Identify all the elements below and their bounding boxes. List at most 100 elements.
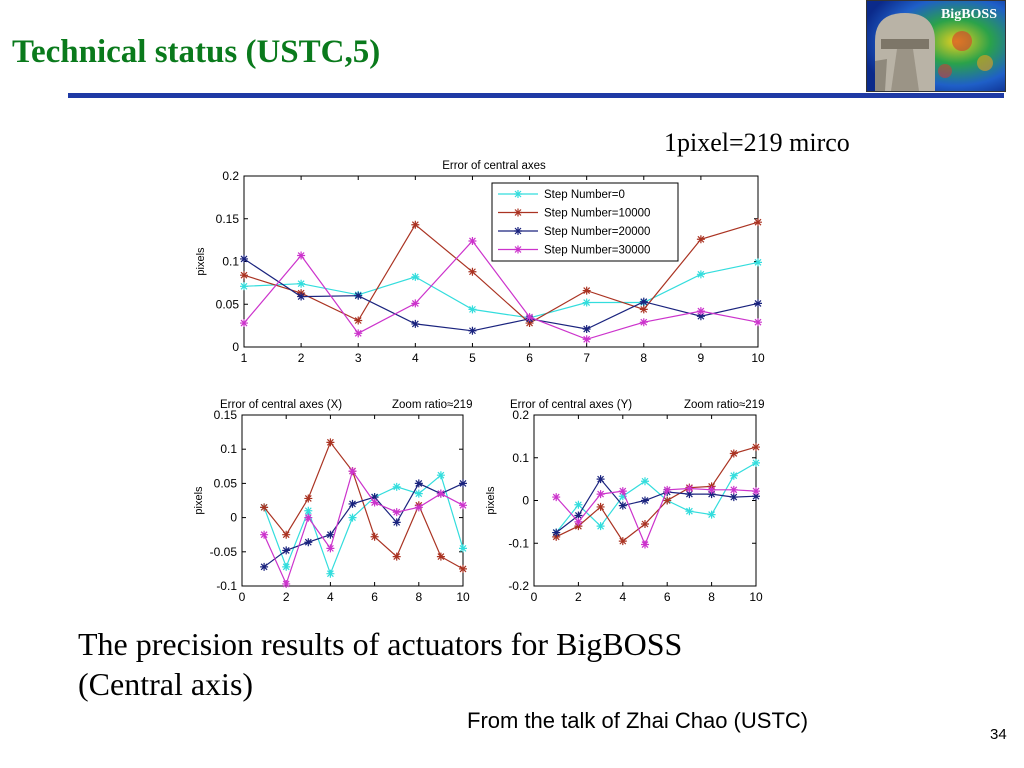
data-point (754, 258, 762, 267)
data-point (696, 312, 705, 321)
y-tick-label: 0.05 (216, 297, 240, 311)
series-4 (260, 467, 467, 588)
slide-title: Technical status (USTC,5) (12, 34, 381, 70)
y-tick-label: 0 (522, 494, 529, 508)
y-tick-label: 0 (232, 340, 239, 354)
data-point (552, 493, 561, 502)
data-point (639, 318, 648, 327)
data-point (618, 537, 627, 546)
data-point (582, 335, 591, 344)
y-tick-label: 0.1 (220, 442, 237, 456)
data-point (663, 485, 672, 494)
chart-title: Error of central axes (X) (220, 399, 342, 411)
data-point (326, 544, 335, 553)
series-line (243, 258, 759, 332)
chart-zoom-ratio: Zoom ratio≈219 (392, 399, 472, 411)
data-point (752, 458, 760, 467)
data-point (596, 490, 605, 499)
data-point (468, 305, 477, 314)
data-point (282, 579, 291, 588)
y-tick-label: 0.1 (512, 451, 529, 465)
chart-central-axes-x: Error of central axes (X) Zoom ratio≈219 p… (193, 399, 472, 604)
data-point (685, 507, 694, 516)
logo-text: BigBOSS (940, 7, 997, 22)
data-point (685, 490, 694, 499)
data-point (459, 501, 467, 510)
data-point (468, 236, 477, 245)
series-line (555, 446, 757, 542)
data-point (370, 532, 379, 541)
x-tick-label: 10 (749, 590, 763, 604)
data-point (304, 538, 313, 547)
x-tick-label: 6 (371, 590, 378, 604)
data-point (729, 493, 738, 502)
x-tick-label: 6 (526, 351, 533, 365)
chart-title: Error of central axes (Y) (510, 399, 632, 411)
y-tick-label: 0 (230, 511, 237, 525)
data-point (392, 518, 401, 527)
data-point (354, 329, 363, 338)
chart-central-axes-y: Error of central axes (Y) Zoom ratio≈219 p… (485, 399, 764, 604)
data-point (411, 220, 420, 229)
x-tick-label: 4 (619, 590, 626, 604)
legend-entry: Step Number=20000 (544, 226, 650, 238)
y-axis-label: pixels (195, 247, 207, 276)
data-point (282, 546, 291, 555)
data-point (459, 544, 467, 553)
x-tick-label: 0 (531, 590, 538, 604)
series-line (555, 487, 757, 547)
data-point (754, 218, 762, 227)
data-point (282, 562, 291, 571)
data-point (754, 318, 762, 327)
data-point (348, 499, 357, 508)
y-tick-label: 0.2 (222, 169, 239, 183)
data-point (639, 305, 648, 314)
caption-line-2: (Central axis) (78, 666, 254, 702)
data-point (752, 443, 760, 452)
x-tick-label: 10 (456, 590, 470, 604)
legend-marker (514, 227, 522, 235)
data-point (411, 272, 420, 281)
telescope-dome-icon (867, 1, 1005, 91)
data-point (297, 279, 306, 288)
data-point (348, 467, 357, 476)
data-point (260, 562, 269, 571)
data-point (696, 307, 705, 316)
data-point (260, 530, 269, 539)
data-point (411, 299, 420, 308)
data-point (282, 530, 291, 539)
data-point (685, 484, 694, 493)
slide-caption: The precision results of actuators for B… (78, 624, 682, 704)
data-point (618, 501, 627, 510)
chart-zoom-ratio: Zoom ratio≈219 (684, 399, 764, 411)
data-point (525, 313, 534, 322)
data-point (297, 251, 306, 260)
data-point (240, 254, 248, 263)
x-tick-label: 2 (298, 351, 305, 365)
data-point (707, 485, 716, 494)
x-tick-label: 3 (355, 351, 362, 365)
x-tick-label: 4 (412, 351, 419, 365)
data-point (468, 267, 477, 276)
series-line (243, 240, 759, 340)
series-2 (552, 443, 760, 546)
data-point (370, 493, 379, 502)
data-point (641, 520, 649, 529)
data-point (304, 513, 313, 522)
page-number: 34 (990, 726, 1007, 743)
x-tick-label: 5 (469, 351, 476, 365)
x-tick-label: 7 (583, 351, 590, 365)
data-point (392, 552, 401, 561)
data-point (240, 282, 248, 291)
x-tick-label: 8 (708, 590, 715, 604)
data-point (348, 513, 357, 522)
data-point (574, 511, 583, 520)
x-tick-label: 4 (327, 590, 334, 604)
x-tick-label: 10 (751, 351, 765, 365)
data-point (596, 475, 605, 484)
data-point (436, 471, 445, 480)
data-point (641, 496, 649, 505)
data-point (436, 489, 445, 498)
series-line (263, 482, 464, 568)
data-point (641, 540, 649, 549)
